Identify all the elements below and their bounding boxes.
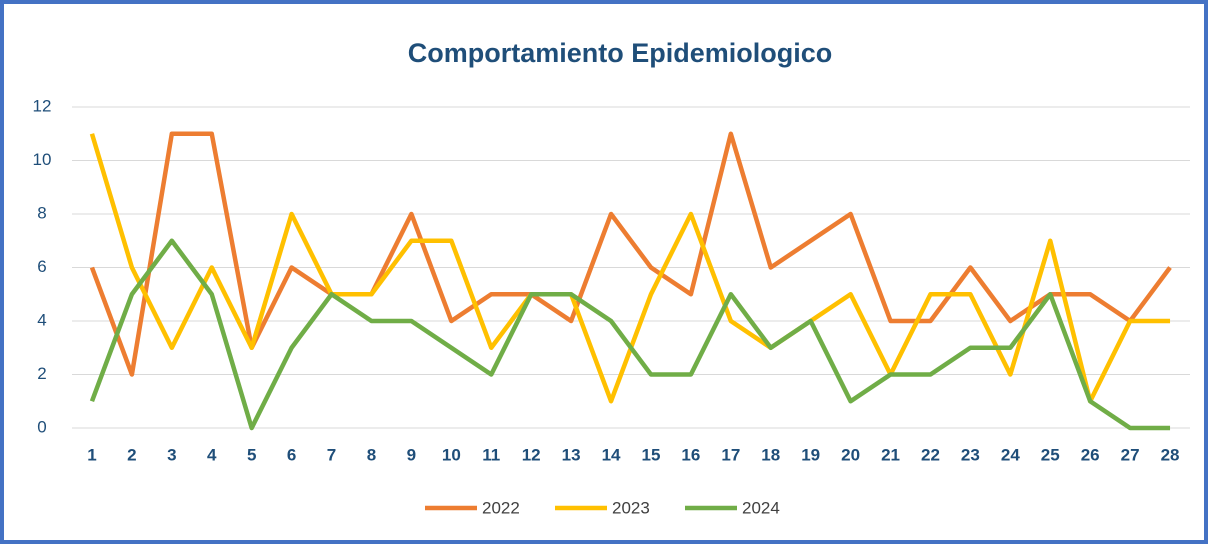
x-tick-label: 7: [327, 445, 336, 464]
series-line: [89, 238, 1171, 431]
x-tick-label: 8: [367, 445, 376, 464]
x-tick-label: 9: [407, 445, 416, 464]
x-tick-label: 5: [247, 445, 256, 464]
x-tick-label: 23: [961, 445, 980, 464]
x-tick-label: 4: [207, 445, 217, 464]
legend-label: 2022: [482, 498, 520, 517]
x-tick-label: 17: [721, 445, 740, 464]
x-tick-label: 27: [1121, 445, 1140, 464]
x-tick-label: 14: [602, 445, 621, 464]
y-tick-label: 12: [33, 96, 52, 115]
x-tick-label: 18: [761, 445, 780, 464]
x-tick-label: 12: [522, 445, 541, 464]
x-tick-label: 25: [1041, 445, 1060, 464]
y-tick-label: 0: [37, 417, 46, 436]
x-tick-label: 22: [921, 445, 940, 464]
legend-label: 2023: [612, 498, 650, 517]
y-tick-label: 6: [37, 257, 46, 276]
x-tick-label: 19: [801, 445, 820, 464]
x-tick-label: 3: [167, 445, 176, 464]
x-tick-label: 11: [482, 445, 500, 464]
y-tick-label: 4: [37, 310, 46, 329]
series-line: [89, 131, 1172, 377]
x-tick-label: 2: [127, 445, 136, 464]
x-tick-label: 16: [681, 445, 700, 464]
legend-label: 2024: [742, 498, 780, 517]
x-tick-label: 1: [87, 445, 96, 464]
x-tick-label: 15: [642, 445, 661, 464]
x-tick-label: 21: [881, 445, 900, 464]
x-tick-label: 6: [287, 445, 296, 464]
y-tick-label: 8: [37, 203, 46, 222]
x-tick-label: 24: [1001, 445, 1020, 464]
chart-title: Comportamiento Epidemiologico: [408, 38, 833, 68]
x-tick-label: 26: [1081, 445, 1100, 464]
x-tick-label: 20: [841, 445, 860, 464]
x-tick-label: 10: [442, 445, 461, 464]
x-tick-label: 13: [562, 445, 581, 464]
y-tick-label: 10: [33, 150, 52, 169]
y-tick-label: 2: [37, 364, 46, 383]
x-tick-label: 28: [1161, 445, 1180, 464]
